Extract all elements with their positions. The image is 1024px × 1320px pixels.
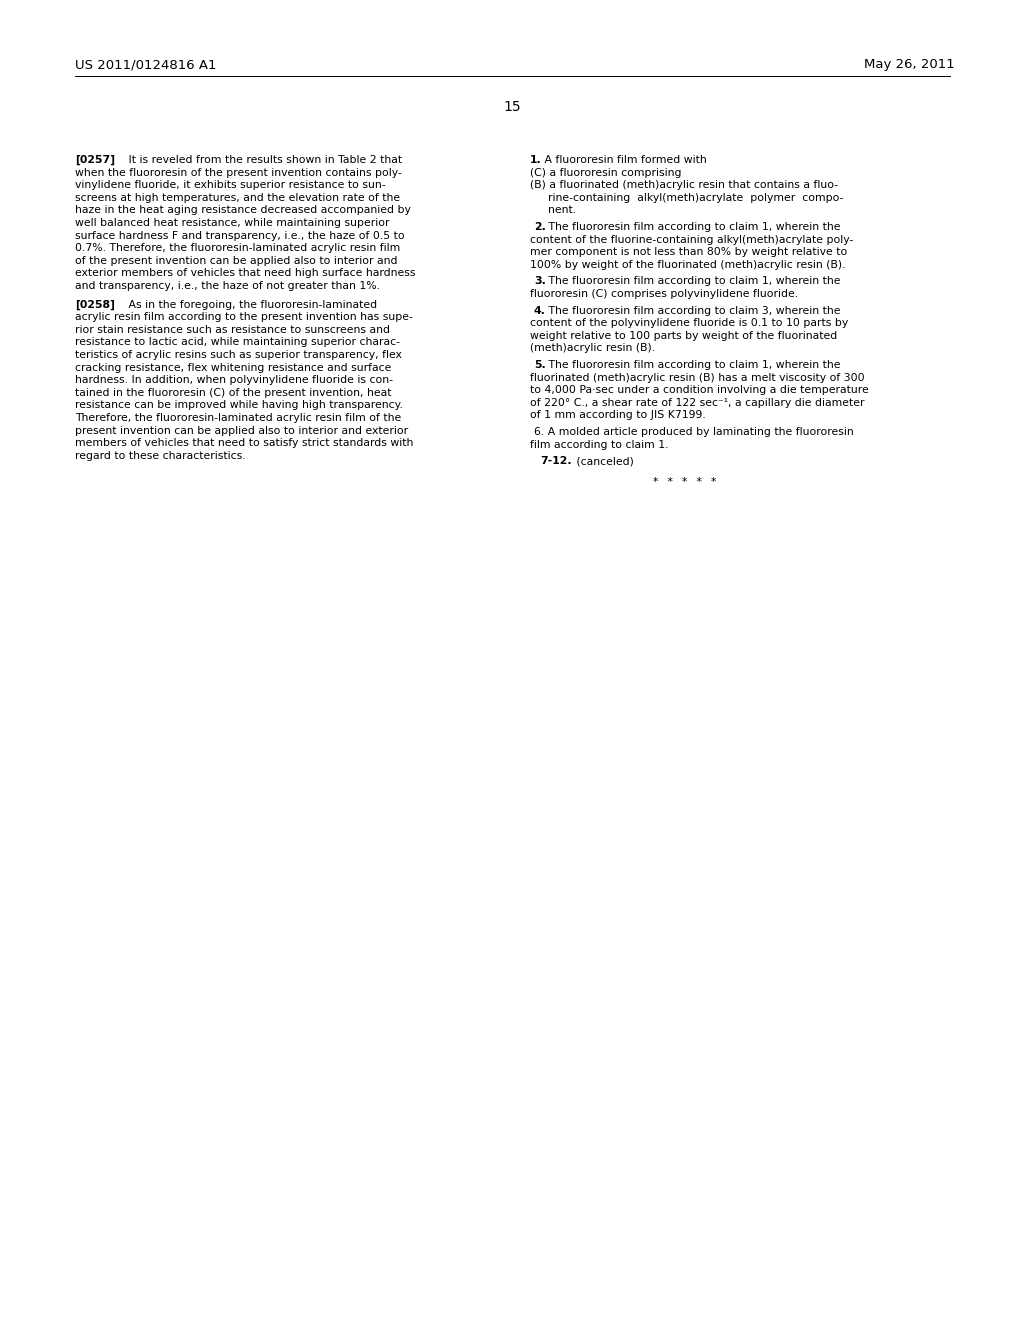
Text: fluorinated (meth)acrylic resin (B) has a melt viscosity of 300: fluorinated (meth)acrylic resin (B) has … (530, 372, 864, 383)
Text: The fluororesin film according to claim 1, wherein the: The fluororesin film according to claim … (545, 222, 841, 232)
Text: (C) a fluororesin comprising: (C) a fluororesin comprising (530, 168, 682, 178)
Text: members of vehicles that need to satisfy strict standards with: members of vehicles that need to satisfy… (75, 438, 414, 449)
Text: hardness. In addition, when polyvinylidene fluoride is con-: hardness. In addition, when polyvinylide… (75, 375, 393, 385)
Text: regard to these characteristics.: regard to these characteristics. (75, 451, 246, 461)
Text: 0.7%. Therefore, the fluororesin-laminated acrylic resin film: 0.7%. Therefore, the fluororesin-laminat… (75, 243, 400, 253)
Text: fluororesin (C) comprises polyvinylidene fluoride.: fluororesin (C) comprises polyvinylidene… (530, 289, 798, 300)
Text: (B) a fluorinated (meth)acrylic resin that contains a fluo-: (B) a fluorinated (meth)acrylic resin th… (530, 181, 838, 190)
Text: 7-12.: 7-12. (540, 457, 571, 466)
Text: [0258]: [0258] (75, 300, 115, 310)
Text: The fluororesin film according to claim 1, wherein the: The fluororesin film according to claim … (545, 360, 841, 370)
Text: Therefore, the fluororesin-laminated acrylic resin film of the: Therefore, the fluororesin-laminated acr… (75, 413, 401, 422)
Text: and transparency, i.e., the haze of not greater than 1%.: and transparency, i.e., the haze of not … (75, 281, 380, 290)
Text: 2.: 2. (534, 222, 546, 232)
Text: It is reveled from the results shown in Table 2 that: It is reveled from the results shown in … (118, 154, 402, 165)
Text: *   *   *   *   *: * * * * * (653, 477, 717, 487)
Text: rine-containing  alkyl(meth)acrylate  polymer  compo-: rine-containing alkyl(meth)acrylate poly… (548, 193, 844, 203)
Text: weight relative to 100 parts by weight of the fluorinated: weight relative to 100 parts by weight o… (530, 331, 838, 341)
Text: As in the foregoing, the fluororesin-laminated: As in the foregoing, the fluororesin-lam… (118, 300, 377, 310)
Text: content of the polyvinylidene fluoride is 0.1 to 10 parts by: content of the polyvinylidene fluoride i… (530, 318, 848, 329)
Text: to 4,000 Pa·sec under a condition involving a die temperature: to 4,000 Pa·sec under a condition involv… (530, 385, 868, 395)
Text: May 26, 2011: May 26, 2011 (864, 58, 955, 71)
Text: well balanced heat resistance, while maintaining superior: well balanced heat resistance, while mai… (75, 218, 389, 228)
Text: of the present invention can be applied also to interior and: of the present invention can be applied … (75, 256, 397, 265)
Text: US 2011/0124816 A1: US 2011/0124816 A1 (75, 58, 216, 71)
Text: screens at high temperatures, and the elevation rate of the: screens at high temperatures, and the el… (75, 193, 400, 203)
Text: nent.: nent. (548, 206, 577, 215)
Text: vinylidene fluoride, it exhibits superior resistance to sun-: vinylidene fluoride, it exhibits superio… (75, 181, 386, 190)
Text: surface hardness F and transparency, i.e., the haze of 0.5 to: surface hardness F and transparency, i.e… (75, 231, 404, 240)
Text: [0257]: [0257] (75, 154, 115, 165)
Text: 15: 15 (503, 100, 521, 114)
Text: rior stain resistance such as resistance to sunscreens and: rior stain resistance such as resistance… (75, 325, 390, 335)
Text: (canceled): (canceled) (572, 457, 634, 466)
Text: resistance to lactic acid, while maintaining superior charac-: resistance to lactic acid, while maintai… (75, 338, 400, 347)
Text: 3.: 3. (534, 276, 546, 286)
Text: when the fluororesin of the present invention contains poly-: when the fluororesin of the present inve… (75, 168, 401, 178)
Text: resistance can be improved while having high transparency.: resistance can be improved while having … (75, 400, 402, 411)
Text: cracking resistance, flex whitening resistance and surface: cracking resistance, flex whitening resi… (75, 363, 391, 372)
Text: (meth)acrylic resin (B).: (meth)acrylic resin (B). (530, 343, 655, 354)
Text: mer component is not less than 80% by weight relative to: mer component is not less than 80% by we… (530, 247, 847, 257)
Text: exterior members of vehicles that need high surface hardness: exterior members of vehicles that need h… (75, 268, 416, 279)
Text: film according to claim 1.: film according to claim 1. (530, 440, 669, 450)
Text: 1.: 1. (530, 154, 542, 165)
Text: 5.: 5. (534, 360, 546, 370)
Text: 4.: 4. (534, 306, 546, 315)
Text: content of the fluorine-containing alkyl(meth)acrylate poly-: content of the fluorine-containing alkyl… (530, 235, 853, 244)
Text: teristics of acrylic resins such as superior transparency, flex: teristics of acrylic resins such as supe… (75, 350, 401, 360)
Text: present invention can be applied also to interior and exterior: present invention can be applied also to… (75, 425, 409, 436)
Text: 100% by weight of the fluorinated (meth)acrylic resin (B).: 100% by weight of the fluorinated (meth)… (530, 260, 846, 269)
Text: of 1 mm according to JIS K7199.: of 1 mm according to JIS K7199. (530, 411, 706, 420)
Text: 6. A molded article produced by laminating the fluororesin: 6. A molded article produced by laminati… (534, 426, 854, 437)
Text: tained in the fluororesin (C) of the present invention, heat: tained in the fluororesin (C) of the pre… (75, 388, 391, 397)
Text: of 220° C., a shear rate of 122 sec⁻¹, a capillary die diameter: of 220° C., a shear rate of 122 sec⁻¹, a… (530, 397, 864, 408)
Text: haze in the heat aging resistance decreased accompanied by: haze in the heat aging resistance decrea… (75, 206, 411, 215)
Text: The fluororesin film according to claim 3, wherein the: The fluororesin film according to claim … (545, 306, 841, 315)
Text: The fluororesin film according to claim 1, wherein the: The fluororesin film according to claim … (545, 276, 841, 286)
Text: acrylic resin film according to the present invention has supe-: acrylic resin film according to the pres… (75, 313, 413, 322)
Text: A fluororesin film formed with: A fluororesin film formed with (542, 154, 707, 165)
